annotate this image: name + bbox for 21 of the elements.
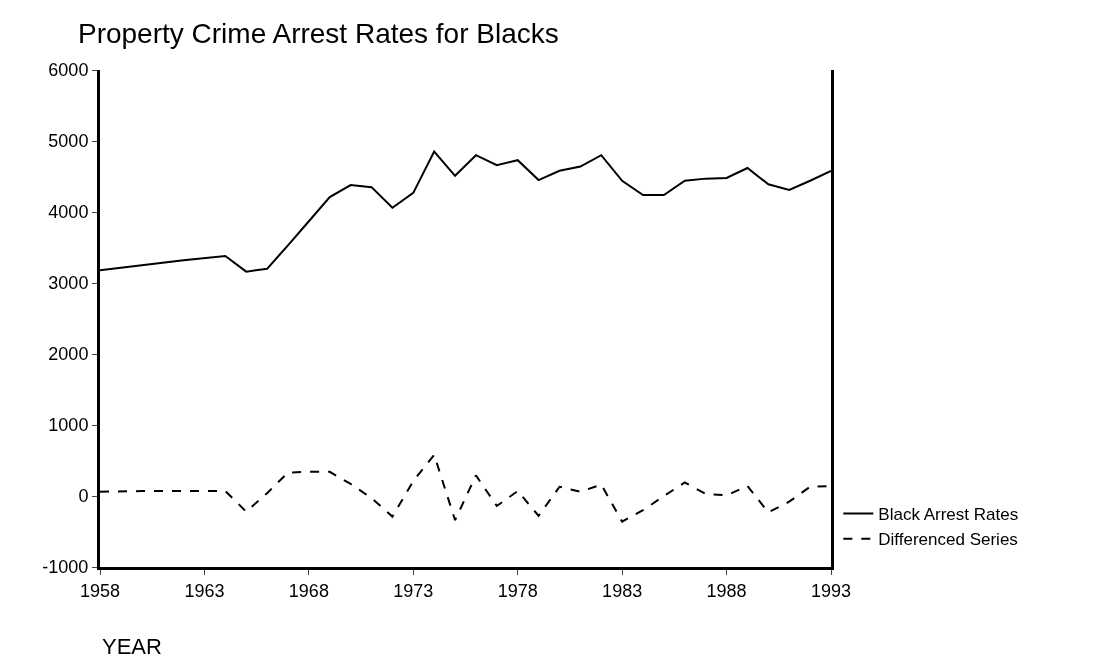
y-tick-label: 3000 (48, 273, 89, 294)
x-tick-label: 1963 (184, 580, 225, 601)
x-tick-label: 1958 (79, 580, 121, 601)
x-tick-label: 1978 (497, 580, 538, 601)
legend-label: Differenced Series (878, 530, 1018, 550)
y-tick-label: 2000 (48, 344, 89, 365)
x-tick-label: 1973 (393, 580, 434, 601)
y-tick-label: 4000 (48, 202, 89, 223)
y-tick-label: 6000 (48, 60, 89, 81)
x-axis-title: YEAR (102, 634, 162, 659)
legend-label: Black Arrest Rates (878, 505, 1019, 525)
y-tick-label: 0 (78, 486, 89, 507)
x-tick-label: 1993 (810, 580, 852, 601)
x-tick-label: 1968 (288, 580, 329, 601)
line-series (100, 150, 831, 273)
y-tick-label: 5000 (48, 131, 89, 152)
y-tick-label: -1000 (42, 557, 89, 578)
x-tick-label: 1988 (706, 580, 747, 601)
y-tick-label: 1000 (48, 415, 89, 436)
x-tick-label: 1983 (602, 580, 643, 601)
chart-title: Property Crime Arrest Rates for Blacks (77, 18, 559, 50)
